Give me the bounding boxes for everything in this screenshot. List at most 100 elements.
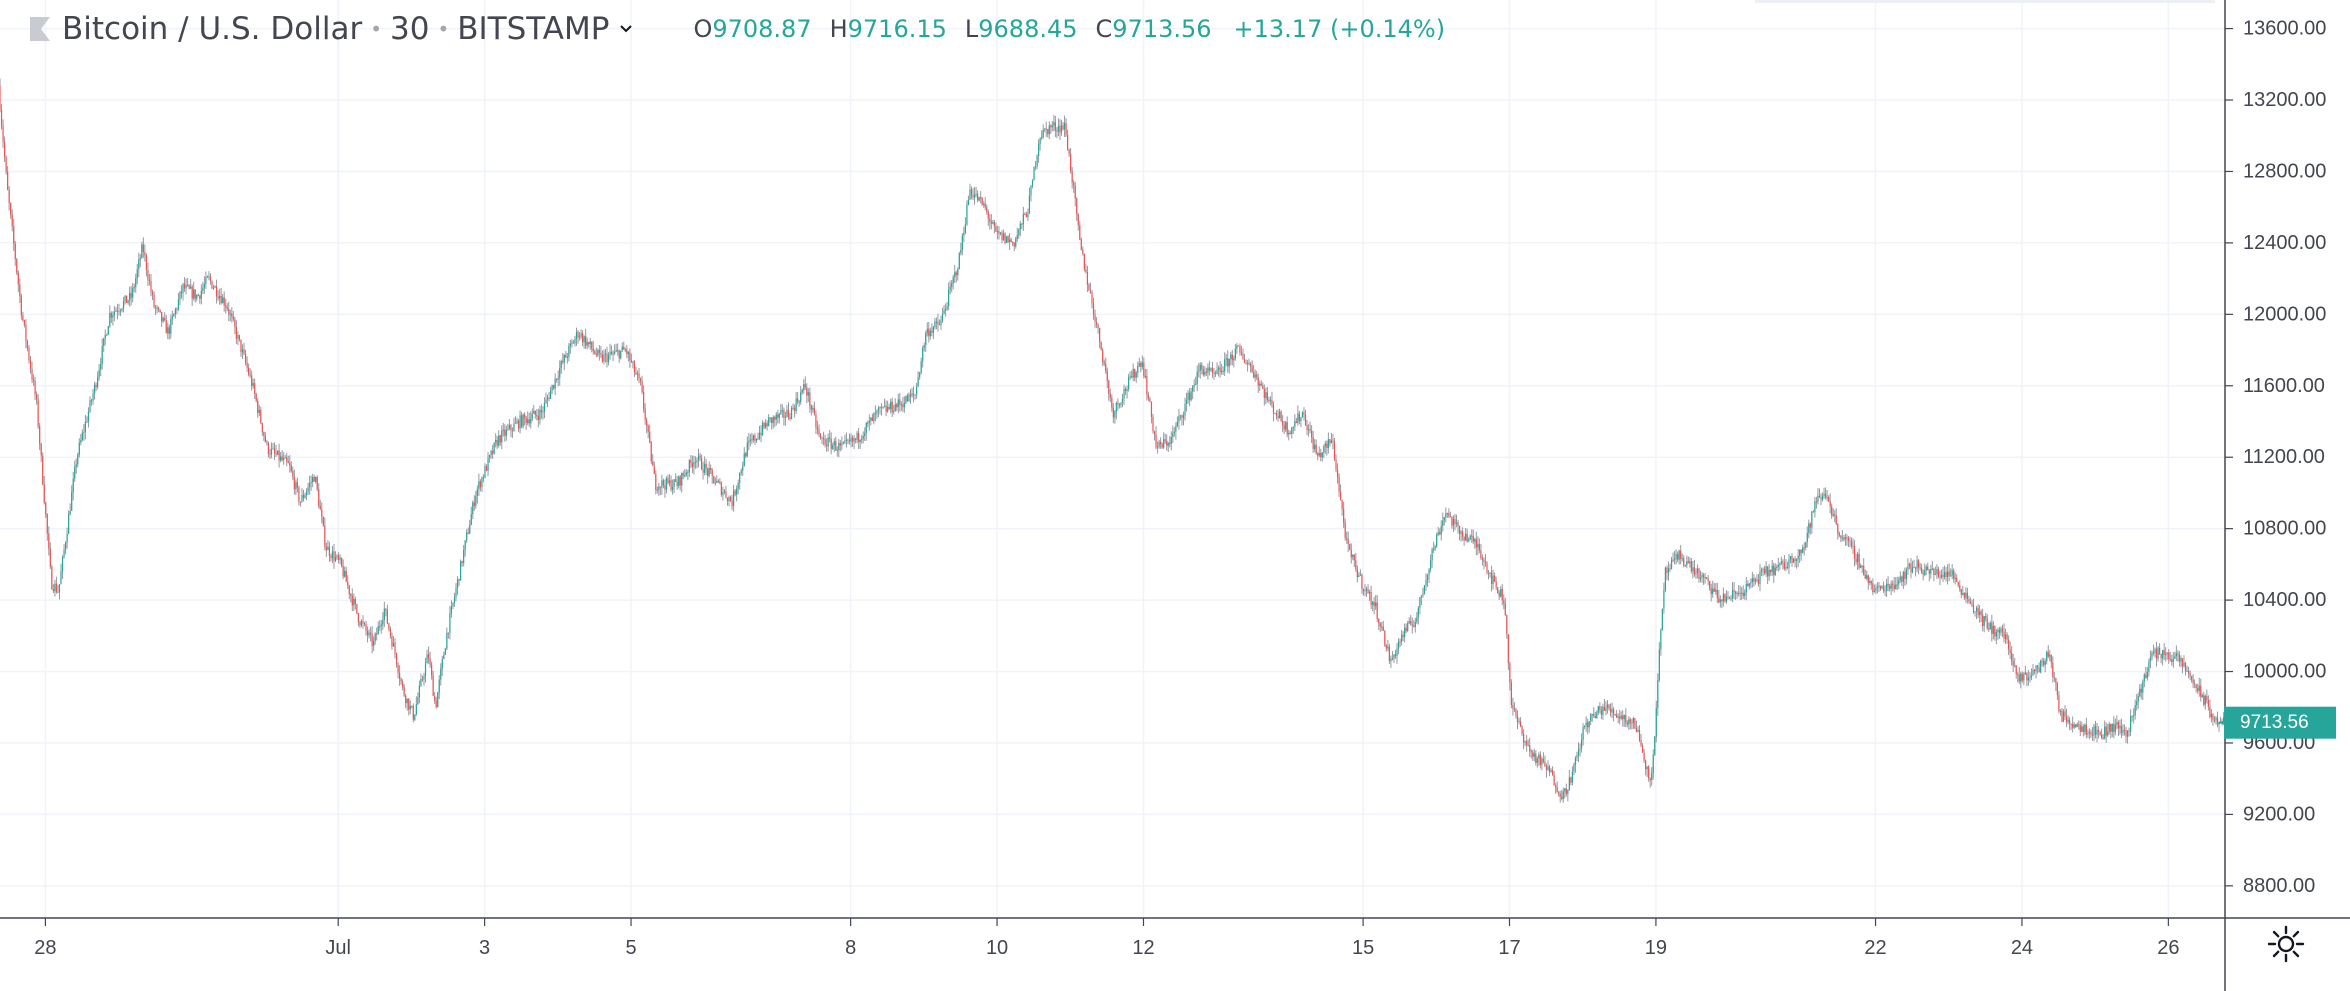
candle-body [610,351,613,354]
candle-body [438,679,440,693]
candle-body [2096,729,2098,735]
candle-body [243,349,245,354]
y-tick-label: 11600.00 [2243,375,2325,397]
candle-body [1556,786,1558,793]
candle-body [1808,523,1810,533]
candle-body [1646,766,1648,770]
candle-body [1857,554,1859,563]
candle-body [873,413,875,422]
candle-body [1831,506,1833,516]
candle-body [847,439,849,441]
y-tick-label: 11200.00 [2243,446,2325,468]
candle-body [1760,569,1763,572]
candle-body [2215,717,2217,721]
candle-body [839,443,841,446]
candle-body [1327,439,1329,449]
candle-body [298,487,300,502]
candle-body [1449,516,1451,518]
candle-body [880,406,883,408]
candle-body [32,379,35,381]
interval-label[interactable]: 30 [390,11,430,47]
candle-body [109,312,111,327]
candle-body [1741,592,1743,594]
candle-body [1207,367,1209,373]
candle-body [771,417,773,423]
candle-body [700,457,703,470]
candle-body [493,442,495,454]
candle-body [1693,567,1696,575]
time-axis: 28 Jul 3 5 8 10 12 15 17 19 22 24 26 [34,918,2179,959]
candle-body [636,373,639,375]
candle-body [215,286,218,297]
candle-body [1134,368,1136,378]
settings-icon[interactable] [2266,924,2306,964]
exchange-label[interactable]: BITSTAMP [457,11,610,47]
candle-body [1045,128,1047,130]
candle-body [1870,581,1872,584]
candle-body [304,495,306,499]
candle-body [1914,567,1917,569]
candle-body [1010,239,1012,242]
candle-body [1240,352,1243,354]
candle-body [1878,585,1880,587]
candle-body [511,430,514,432]
candle-body [867,422,869,424]
candle-body [517,420,520,429]
candle-body [1507,634,1509,664]
candle-body [899,399,901,405]
candle-body [1919,567,1921,569]
candle-body [1224,359,1226,372]
candle-body [1205,371,1207,373]
candle-body [1426,575,1429,581]
candle-body [571,342,573,344]
candle-body [2111,723,2113,732]
chevron-down-icon[interactable] [617,20,635,38]
candle-body [2163,650,2165,655]
candle-body [1306,424,1308,431]
candle-body [10,203,12,215]
candle-body [1956,577,1958,582]
candle-body [702,469,704,473]
candle-body [784,416,787,418]
candle-body [20,295,22,316]
candle-body [472,502,474,515]
candle-body [345,570,347,582]
candle-body [1937,569,1940,577]
candle-body [305,491,308,496]
candle-body [983,203,985,205]
candle-body [966,204,968,225]
candle-body [2015,665,2017,675]
candle-body [1979,611,1981,616]
candle-body [1156,446,1159,448]
candle-body [1910,563,1912,573]
symbol-flag-icon[interactable] [28,16,52,42]
candle-body [1236,345,1238,349]
candle-body [508,425,510,429]
candle-body [656,489,658,491]
symbol-name[interactable]: Bitcoin / U.S. Dollar [62,11,363,47]
candle-body [325,546,327,551]
candle-body [81,432,83,440]
candle-body [252,383,254,387]
candle-body [1565,788,1567,794]
candle-body [1311,430,1313,438]
candle-body [594,351,596,354]
candle-body [0,85,1,110]
candle-body [1393,654,1395,659]
candle-body [232,316,234,320]
candle-body [127,300,129,303]
candle-body [1954,577,1956,579]
candle-body [868,420,870,423]
candle-body [251,375,253,387]
candle-body [2064,711,2066,717]
candle-body [1719,599,1721,603]
candle-body [1364,590,1366,592]
candle-body [341,558,343,567]
candle-body [363,623,366,625]
candle-body [890,401,892,410]
candle-body [1352,554,1354,558]
candle-body [310,482,312,484]
candle-body [280,456,282,461]
candle-body [1702,574,1705,578]
